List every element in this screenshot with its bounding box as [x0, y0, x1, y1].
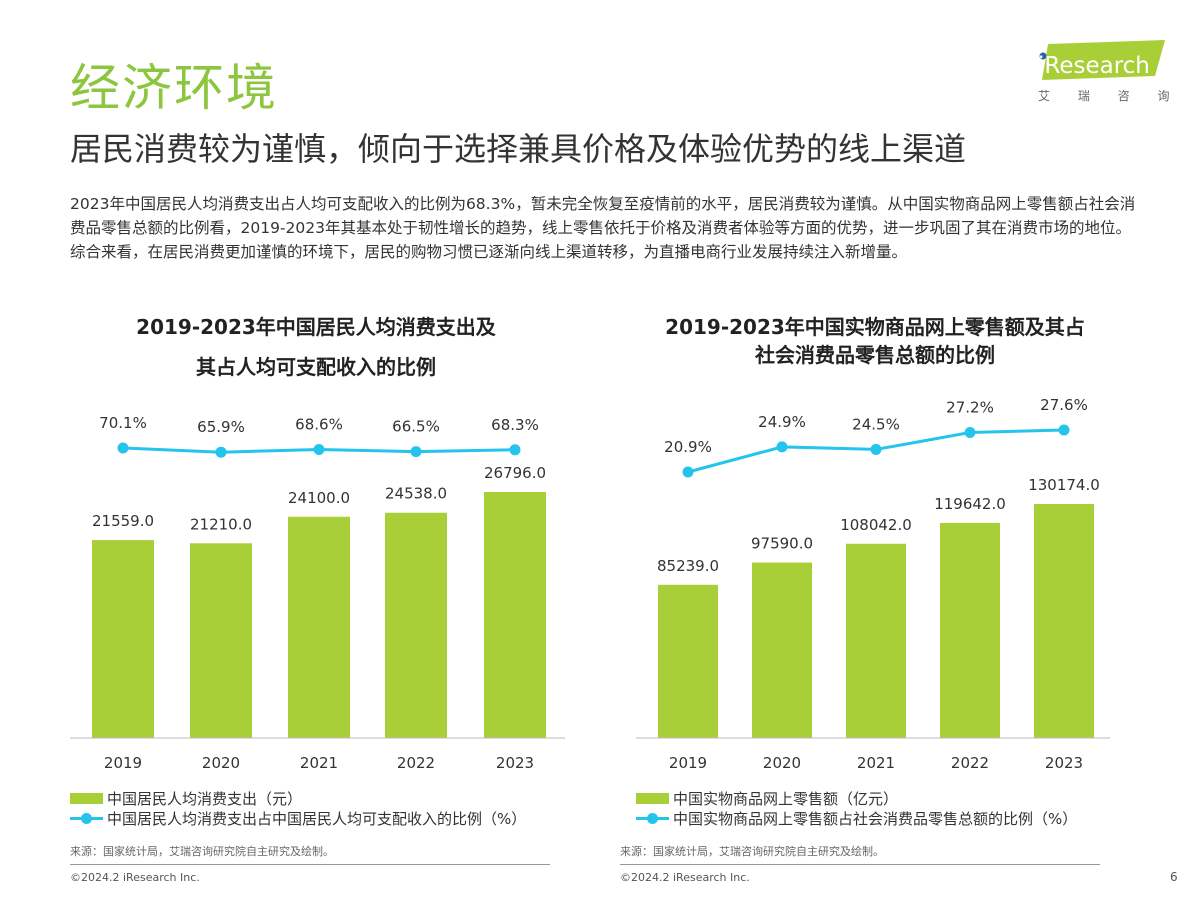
legend-item-bar: 中国实物商品网上零售额（亿元）: [636, 788, 1077, 808]
chart1-title-line1: 2019-2023年中国居民人均消费支出及: [136, 315, 496, 339]
ratio-label-2022: 27.2%: [946, 398, 994, 416]
bar-2023: [484, 492, 546, 738]
page-number: 6: [1170, 870, 1178, 884]
logo-cn: 艾 瑞 咨 询: [1038, 88, 1170, 103]
x-tick-2022: 2022: [397, 754, 435, 772]
ratio-label-2020: 24.9%: [758, 413, 806, 431]
bar-label-2020: 97590.0: [751, 535, 813, 553]
legend-label: 中国居民人均消费支出（元）: [107, 789, 303, 808]
chart1-title-line2: 其占人均可支配收入的比例: [196, 355, 436, 379]
chart2-source: 来源：国家统计局，艾瑞咨询研究院自主研究及绘制。: [620, 845, 884, 858]
legend-label: 中国实物商品网上零售额（亿元）: [673, 789, 899, 808]
ratio-point-2023: [509, 444, 521, 456]
bar-swatch: [636, 792, 669, 804]
ratio-point-2022: [410, 446, 422, 458]
x-tick-2020: 2020: [202, 754, 240, 772]
logo-banner: [1042, 40, 1165, 80]
bar-label-2020: 21210.0: [190, 515, 252, 533]
bar-label-2022: 119642.0: [934, 495, 1006, 513]
bar-swatch: [70, 792, 103, 804]
chart1-copyright: ©2024.2 iResearch Inc.: [70, 871, 200, 884]
ratio-label-2019: 20.9%: [664, 438, 712, 456]
ratio-label-2021: 24.5%: [852, 415, 900, 433]
ratio-point-2021: [313, 444, 325, 455]
bar-2022: [940, 522, 1000, 738]
x-tick-2020: 2020: [763, 754, 801, 772]
legend-item-line: 中国居民人均消费支出占中国居民人均可支配收入的比例（%）: [70, 808, 526, 828]
divider: [620, 864, 1100, 865]
chart2-legend: 中国实物商品网上零售额（亿元） 中国实物商品网上零售额占社会消费品零售总额的比例…: [636, 788, 1077, 828]
section-title: 经济环境: [70, 59, 278, 117]
logo-graphic: iResearch 艾 瑞 咨 询: [1038, 40, 1170, 103]
divider: [70, 864, 550, 865]
ratio-label-2023: 27.6%: [1040, 396, 1088, 414]
ratio-label-2021: 68.6%: [295, 416, 343, 434]
bar-2019: [658, 584, 718, 738]
headline: 居民消费较为谨慎，倾向于选择兼具价格及体验优势的线上渠道: [70, 130, 967, 168]
chart1-title: 2019-2023年中国居民人均消费支出及 其占人均可支配收入的比例: [116, 312, 516, 382]
legend-label: 中国实物商品网上零售额占社会消费品零售总额的比例（%）: [673, 809, 1078, 828]
x-tick-2021: 2021: [857, 754, 895, 772]
x-tick-2021: 2021: [300, 754, 338, 772]
x-tick-2019: 2019: [104, 754, 142, 772]
ratio-point-2020: [215, 446, 227, 458]
chart2-title-line2: 社会消费品零售总额的比例: [755, 343, 995, 367]
bar-label-2019: 85239.0: [657, 557, 719, 575]
ratio-point-2020: [776, 441, 788, 453]
bar-label-2019: 21559.0: [92, 512, 154, 530]
iresearch-logo: iResearch 艾 瑞 咨 询: [1030, 38, 1170, 108]
ratio-label-2022: 66.5%: [392, 418, 440, 436]
bar-label-2021: 108042.0: [840, 516, 912, 534]
ratio-label-2020: 65.9%: [197, 418, 245, 436]
bar-2022: [385, 512, 447, 738]
summary-paragraph: 2023年中国居民人均消费支出占人均可支配收入的比例为68.3%，暂未完全恢复至…: [70, 195, 1136, 261]
x-tick-2023: 2023: [496, 754, 534, 772]
bar-label-2021: 24100.0: [288, 489, 350, 507]
legend-label: 中国居民人均消费支出占中国居民人均可支配收入的比例（%）: [107, 809, 527, 828]
ratio-label-2023: 68.3%: [491, 416, 539, 434]
chart1-legend: 中国居民人均消费支出（元） 中国居民人均消费支出占中国居民人均可支配收入的比例（…: [70, 788, 526, 828]
ratio-point-2019: [682, 466, 694, 478]
bar-2019: [92, 540, 154, 738]
logo-dot: [1039, 52, 1047, 60]
bar-label-2022: 24538.0: [385, 485, 447, 503]
bar-label-2023: 130174.0: [1028, 476, 1100, 494]
bar-2021: [288, 516, 350, 738]
x-tick-2019: 2019: [669, 754, 707, 772]
bar-2020: [752, 562, 812, 738]
chart2-copyright: ©2024.2 iResearch Inc.: [620, 871, 750, 884]
chart2-title-line1: 2019-2023年中国实物商品网上零售额及其占: [665, 315, 1085, 339]
logo-brand: iResearch: [1038, 53, 1150, 79]
chart1-source: 来源：国家统计局，艾瑞咨询研究院自主研究及绘制。: [70, 845, 334, 858]
line-marker-icon: [636, 811, 669, 825]
x-tick-2023: 2023: [1045, 754, 1083, 772]
ratio-label-2019: 70.1%: [99, 414, 147, 432]
bar-2023: [1034, 504, 1094, 738]
legend-item-bar: 中国居民人均消费支出（元）: [70, 788, 526, 808]
bar-2020: [190, 543, 252, 738]
ratio-point-2023: [1058, 424, 1070, 436]
x-tick-2022: 2022: [951, 754, 989, 772]
bar-2021: [846, 543, 906, 738]
ratio-point-2022: [964, 426, 976, 438]
line-marker-icon: [70, 811, 103, 825]
legend-item-line: 中国实物商品网上零售额占社会消费品零售总额的比例（%）: [636, 808, 1077, 828]
ratio-point-2021: [870, 443, 882, 455]
chart2-title: 2019-2023年中国实物商品网上零售额及其占 社会消费品零售总额的比例: [620, 312, 1130, 370]
bar-label-2023: 26796.0: [484, 464, 546, 482]
ratio-point-2019: [117, 442, 129, 454]
